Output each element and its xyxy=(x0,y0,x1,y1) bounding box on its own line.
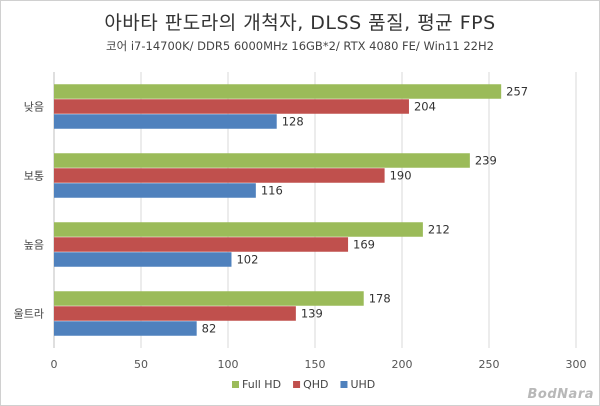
data-label: 128 xyxy=(282,115,304,129)
data-label: 239 xyxy=(475,154,497,168)
category-label: 높음 xyxy=(24,239,44,252)
x-tick-label: 100 xyxy=(218,358,239,371)
bar xyxy=(54,168,385,183)
bar xyxy=(54,183,256,198)
category-label: 보통 xyxy=(24,170,44,183)
bar xyxy=(54,237,349,252)
data-label: 102 xyxy=(236,253,258,267)
data-label: 116 xyxy=(261,184,283,198)
legend-swatch xyxy=(232,381,239,388)
x-tick-label: 0 xyxy=(51,358,58,371)
bar xyxy=(54,114,277,129)
watermark-logo: BodNara xyxy=(527,387,594,402)
bar xyxy=(54,321,197,336)
data-label: 190 xyxy=(390,169,412,183)
data-label: 169 xyxy=(353,238,375,252)
data-label: 212 xyxy=(428,223,450,237)
bar xyxy=(54,99,409,114)
bar xyxy=(54,222,423,237)
bar xyxy=(54,153,470,168)
category-label: 낮음 xyxy=(24,101,44,114)
x-tick-label: 50 xyxy=(134,358,148,371)
legend-label: QHD xyxy=(303,378,328,391)
legend-label: Full HD xyxy=(242,378,281,391)
legend-swatch xyxy=(293,381,301,388)
data-label: 178 xyxy=(369,292,391,306)
data-label: 139 xyxy=(301,307,323,321)
bar xyxy=(54,84,502,99)
x-tick-label: 300 xyxy=(566,358,587,371)
data-label: 257 xyxy=(506,85,528,99)
x-tick-label: 150 xyxy=(305,358,326,371)
chart-title: 아바타 판도라의 개척자, DLSS 품질, 평균 FPS xyxy=(104,12,496,34)
bar xyxy=(54,306,296,321)
data-label: 82 xyxy=(202,322,217,336)
data-label: 204 xyxy=(414,100,436,114)
bar xyxy=(54,291,364,306)
bar xyxy=(54,252,232,267)
legend-label: UHD xyxy=(350,378,375,391)
x-tick-label: 250 xyxy=(479,358,500,371)
legend-swatch xyxy=(340,381,348,388)
chart-subtitle: 코어 i7-14700K/ DDR5 6000MHz 16GB*2/ RTX 4… xyxy=(106,39,494,53)
category-label: 울트라 xyxy=(14,308,44,321)
x-tick-label: 200 xyxy=(392,358,413,371)
